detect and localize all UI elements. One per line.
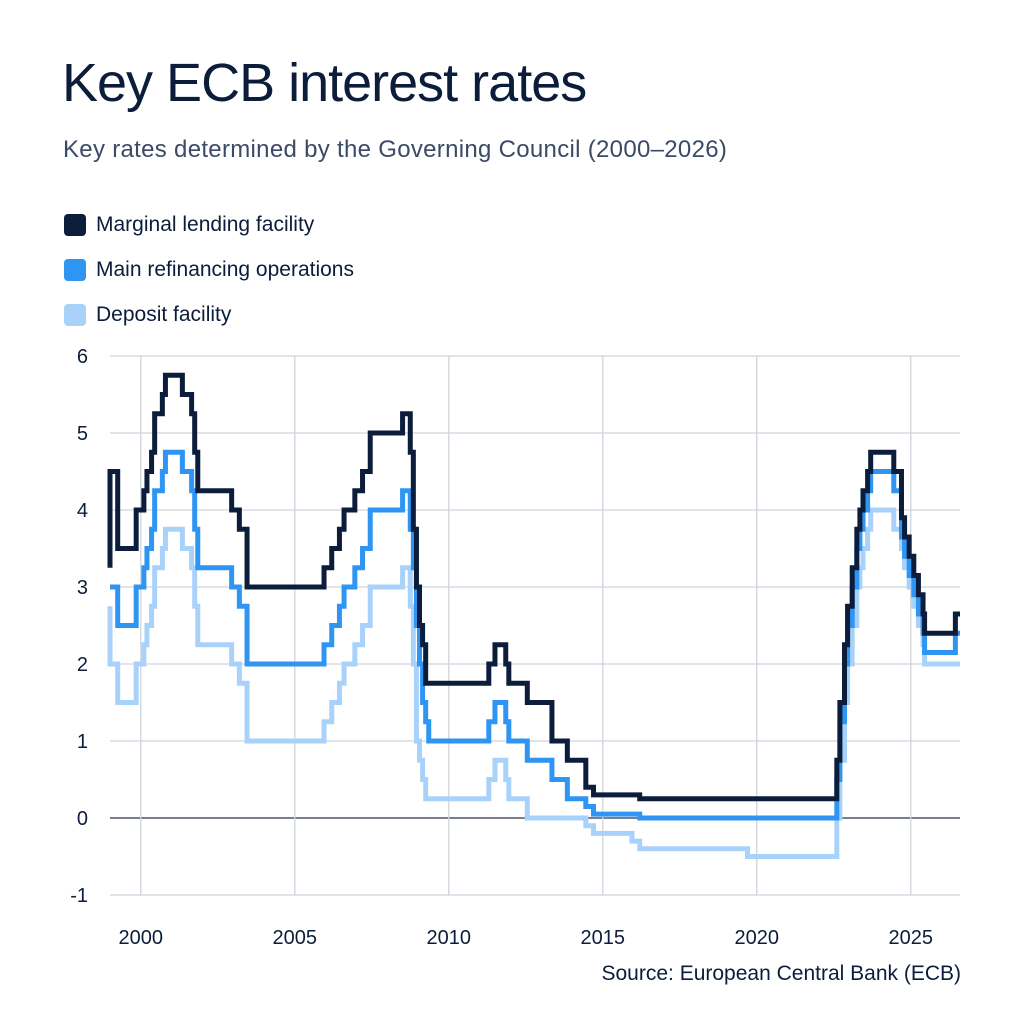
y-tick-label: -1 [70,885,88,907]
legend-swatch-main-refinancing [64,258,86,281]
legend-item-marginal-lending: Marginal lending facility [64,202,354,247]
x-tick-label: 2020 [734,927,779,949]
legend-swatch-deposit-facility [64,303,86,326]
x-tick-label: 2000 [119,927,164,949]
series-line-main-refinancing-operations [110,449,960,821]
gridlines [110,355,960,896]
legend: Marginal lending facility Main refinanci… [64,202,354,337]
x-tick-label: 2005 [273,927,318,949]
legend-item-deposit-facility: Deposit facility [64,292,354,337]
source-note: Source: European Central Bank (ECB) [601,962,961,985]
tick-labels: -1 0 1 2 3 4 5 6 2000 2005 2010 2015 2020 2025 [70,346,933,949]
chart-title: Key ECB interest rates [62,53,587,113]
y-tick-label: 6 [77,346,88,368]
x-tick-label: 2025 [888,927,933,949]
y-tick-label: 0 [77,808,88,830]
legend-label-main-refinancing: Main refinancing operations [96,257,354,281]
y-tick-label: 4 [77,500,88,522]
y-tick-label: 2 [77,654,88,676]
legend-label-deposit-facility: Deposit facility [96,302,232,326]
legend-item-main-refinancing: Main refinancing operations [64,247,354,292]
series-line-marginal-lending-facility [107,372,960,802]
x-tick-label: 2010 [427,927,472,949]
x-tick-label: 2015 [581,927,626,949]
chart-subtitle: Key rates determined by the Governing Co… [63,136,728,163]
y-tick-label: 1 [77,731,88,753]
series-lines [107,372,960,859]
y-tick-label: 5 [77,423,88,445]
legend-swatch-marginal-lending [64,213,86,236]
y-tick-label: 3 [77,577,88,599]
legend-label-marginal-lending: Marginal lending facility [96,212,315,236]
series-line-deposit-facility [107,507,960,859]
